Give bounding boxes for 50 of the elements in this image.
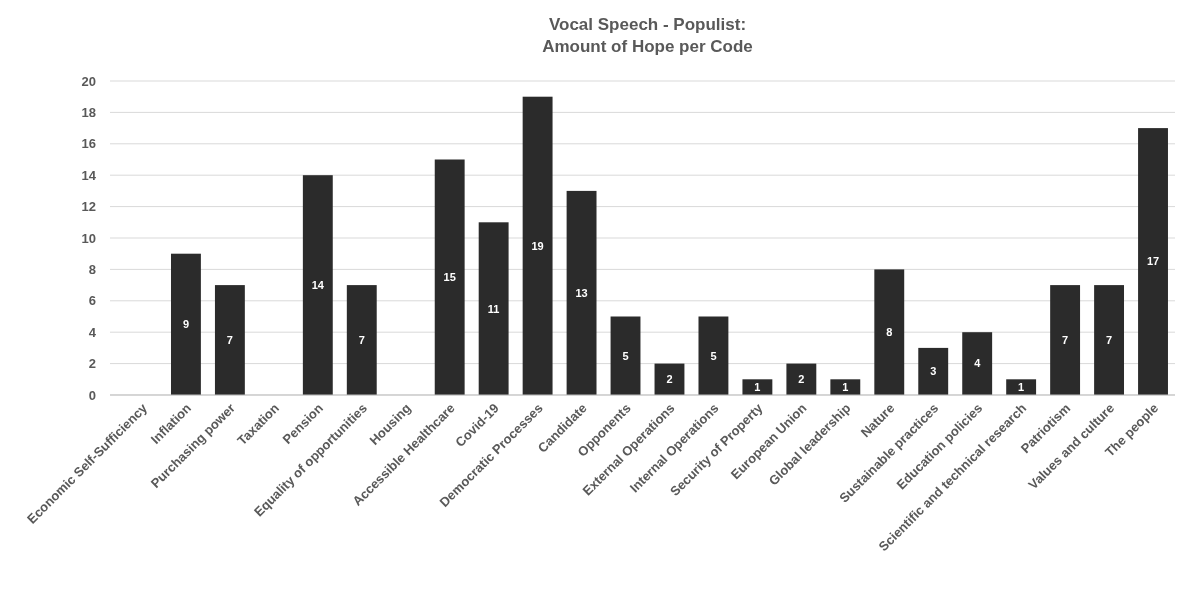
y-tick-label: 18 xyxy=(81,104,96,120)
data-label: 8 xyxy=(886,326,893,339)
bar xyxy=(346,285,377,395)
bar xyxy=(918,347,949,395)
y-tick-label: 6 xyxy=(88,293,96,309)
y-tick-label: 2 xyxy=(88,356,96,372)
bar xyxy=(1138,128,1168,395)
data-label: 17 xyxy=(1146,255,1160,268)
data-label: 7 xyxy=(358,333,365,346)
bar xyxy=(434,159,465,395)
data-label: 7 xyxy=(226,333,233,346)
y-tick-label: 16 xyxy=(81,136,96,152)
bar xyxy=(874,269,905,395)
data-label: 3 xyxy=(930,365,937,378)
data-label: 2 xyxy=(666,373,673,386)
y-tick-label: 4 xyxy=(88,324,97,340)
y-tick-label: 10 xyxy=(81,230,96,246)
chart-title: Vocal Speech - Populist: Amount of Hope per Code xyxy=(542,15,753,56)
bar xyxy=(698,316,729,395)
bar xyxy=(170,253,201,395)
data-label: 5 xyxy=(710,349,717,362)
data-label: 7 xyxy=(1106,333,1113,346)
data-label: 1 xyxy=(842,381,849,393)
data-label: 1 xyxy=(754,381,761,393)
y-tick-label: 8 xyxy=(88,261,96,277)
data-label: 19 xyxy=(531,239,544,252)
bar xyxy=(1050,285,1081,395)
bar xyxy=(478,222,509,395)
data-label: 15 xyxy=(443,271,456,284)
bar xyxy=(1094,285,1125,395)
bar xyxy=(566,190,597,395)
data-label: 5 xyxy=(622,349,629,362)
data-label: 7 xyxy=(1062,333,1069,346)
bar xyxy=(786,363,817,395)
data-label: 9 xyxy=(182,318,189,331)
y-tick-label: 20 xyxy=(81,73,96,89)
data-label: 13 xyxy=(575,286,588,299)
y-tick-label: 14 xyxy=(81,167,97,183)
data-label: 14 xyxy=(311,278,325,291)
data-label: 11 xyxy=(487,302,500,315)
bar xyxy=(302,175,333,395)
data-label: 1 xyxy=(1018,381,1025,393)
bar xyxy=(962,332,993,395)
data-label: 2 xyxy=(798,373,805,386)
bar xyxy=(214,285,245,395)
y-tick-label: 12 xyxy=(81,199,96,215)
bar xyxy=(610,316,641,395)
data-label: 4 xyxy=(974,357,982,370)
bar xyxy=(522,96,553,395)
y-tick-label: 0 xyxy=(88,387,96,403)
